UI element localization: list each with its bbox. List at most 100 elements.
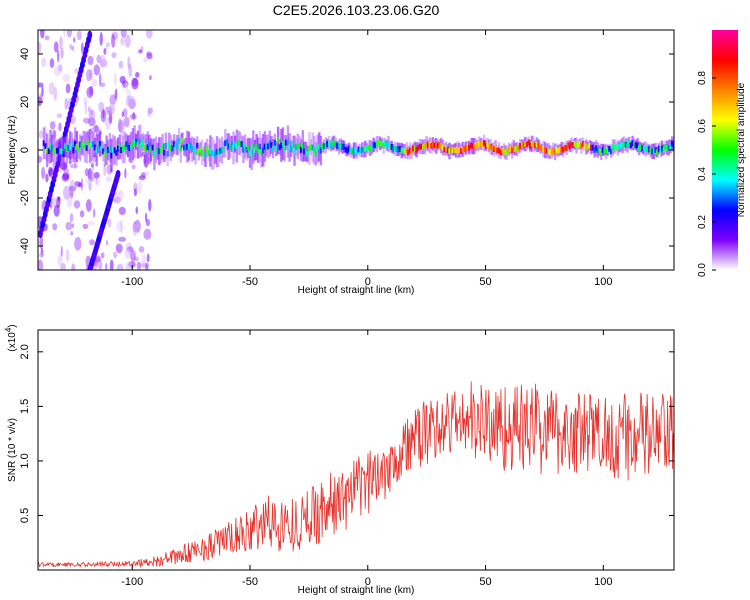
spectrogram-ridge-cell <box>87 139 90 146</box>
spectrogram-ridge-cell <box>573 140 577 147</box>
spectrogram-cell <box>148 199 152 212</box>
spectrogram-cell <box>116 263 124 270</box>
spectrogram-cell <box>81 177 83 191</box>
spectrogram-cell <box>41 166 45 180</box>
spectrogram-ridge-cell <box>418 143 422 150</box>
spectrogram-ridge-cell <box>253 147 257 154</box>
spectrogram-cell <box>52 223 58 231</box>
spectrogram-ridge-cell <box>293 147 296 154</box>
spectrogram-ridge-cell <box>435 143 438 149</box>
spectrogram-cell <box>70 231 74 236</box>
spectrogram-ridge-cell <box>201 149 204 156</box>
spectrogram-ridge-cell <box>54 147 57 154</box>
spectrogram-ridge-cell <box>474 142 478 149</box>
spectrogram-ridge-cell <box>393 146 397 152</box>
spectrogram-cell <box>138 246 145 253</box>
spectrogram-ridge-cell <box>512 144 515 151</box>
spectrogram-cell <box>131 164 136 170</box>
spectrogram-cell <box>89 239 95 246</box>
spectrogram-ridge-cell <box>151 144 154 151</box>
spectrogram-cell <box>71 263 76 270</box>
spectrogram-ridge-cell <box>225 139 229 146</box>
spectrogram-ridge-cell <box>575 142 578 149</box>
spectrogram-ridge-cell <box>341 144 344 150</box>
spectrogram-ridge-cell <box>631 140 634 146</box>
spectrogram-ridge-cell <box>537 142 540 149</box>
spectrogram-ridge-cell <box>433 142 436 149</box>
spectrogram-cell <box>113 251 117 259</box>
spectrogram-ridge-cell <box>102 148 105 155</box>
figure-title: C2E5.2026.103.23.06.G20 <box>273 2 440 18</box>
spectrogram-ridge-cell <box>450 146 453 153</box>
spectrogram-ridge-cell <box>169 145 173 151</box>
spectrogram-cell <box>45 173 49 183</box>
spectrogram-ridge-cell <box>163 149 166 156</box>
spectrogram-ridge-cell <box>483 140 486 146</box>
spectrogram-ridge-cell <box>515 146 519 152</box>
spectrogram-ridge-cell <box>135 138 138 145</box>
spectrogram-cell <box>107 218 112 228</box>
spectrogram-x-axis-label: Height of straight line (km) <box>298 285 415 296</box>
spectrogram-cell <box>38 41 42 54</box>
spectrogram-ridge-cell <box>217 149 220 156</box>
spectrogram-ridge-cell <box>219 147 222 154</box>
spectrogram-cell <box>63 185 70 200</box>
spectrogram-cell <box>132 112 136 120</box>
colorbar-tick-label: 0.2 <box>697 215 708 229</box>
spectrogram-ridge-cell <box>318 143 321 150</box>
spectrogram-ridge-cell <box>590 144 593 151</box>
spectrogram-ridge-cell <box>596 147 600 154</box>
spectrogram-streak-cell <box>87 30 93 39</box>
spectrogram-ridge-cell <box>451 147 454 154</box>
spectrogram-ridge-cell <box>295 144 298 150</box>
colorbar-gradient <box>712 30 738 270</box>
snr-panel: -100 -50 0 50 100 0.5 1.0 1.5 2.0 Height of str… <box>4 324 675 596</box>
spectrogram-ridge-cell <box>407 149 410 156</box>
spectrogram-ridge-cell <box>530 140 534 147</box>
spectrogram-ridge-cell <box>168 141 171 148</box>
spectrogram-ridge-cell <box>558 146 562 153</box>
spectrogram-ridge-cell <box>107 147 110 153</box>
snr-series-line <box>38 381 674 568</box>
spectrogram-ridge-cell <box>204 151 207 158</box>
snr-y-axis-label: SNR (10 * v/v) <box>7 418 18 482</box>
spectrogram-ridge-cell <box>285 139 288 146</box>
spectrogram-y-axis-label: Frequency (Hz) <box>7 116 18 185</box>
spectrogram-cell <box>89 68 93 80</box>
spectrogram-cell <box>132 223 140 229</box>
spectrogram-ridge-cell <box>428 142 431 149</box>
spectrogram-ridge-cell <box>431 141 435 147</box>
spectrogram-ridge-cell <box>647 146 651 153</box>
spectrogram-cell <box>146 51 152 57</box>
spectrogram-ridge-cell <box>238 140 242 147</box>
spectrogram-ridge-cell <box>271 145 275 152</box>
spectrogram-ridge-cell <box>364 146 367 152</box>
spectrogram-ridge-cell <box>288 144 291 151</box>
spectrogram-ridge-cell <box>331 140 334 147</box>
spectrogram-ridge-cell <box>583 142 586 149</box>
spectrogram-ridge-cell <box>75 143 79 150</box>
spectrogram-cell <box>41 57 47 68</box>
spectrogram-ridge-cell <box>126 143 130 150</box>
snr-y-tick-label: 1.5 <box>19 399 31 414</box>
spectrogram-ridge-cell <box>164 142 168 149</box>
spectrogram-ridge-cell <box>110 152 113 159</box>
spectrogram-ridge-cell <box>511 147 514 154</box>
snr-y-tick-label: 1.0 <box>19 453 31 468</box>
spectrogram-ridge-cell <box>369 145 372 151</box>
spectrogram-ridge-cell <box>328 140 331 147</box>
spectrogram-ridge-cell <box>326 141 329 147</box>
spectrogram-ridge-cell <box>362 146 365 153</box>
spectrogram-ridge-cell <box>187 143 191 150</box>
snr-x-tick-label: -100 <box>121 576 143 588</box>
colorbar-ticks: 0.0 0.2 0.4 0.6 0.8 <box>697 71 716 277</box>
spectrogram-cell <box>60 246 63 257</box>
spectrogram-cell <box>99 55 106 68</box>
spectrogram-ridge-cell <box>621 142 624 149</box>
spectrogram-ridge-cell <box>100 145 103 151</box>
spectrogram-ridge-cell <box>453 146 456 153</box>
spectrogram-cell <box>82 223 89 229</box>
spectrogram-cell <box>118 119 125 134</box>
spectrogram-cell <box>53 41 59 53</box>
spectrogram-ridge-cell <box>184 144 187 151</box>
